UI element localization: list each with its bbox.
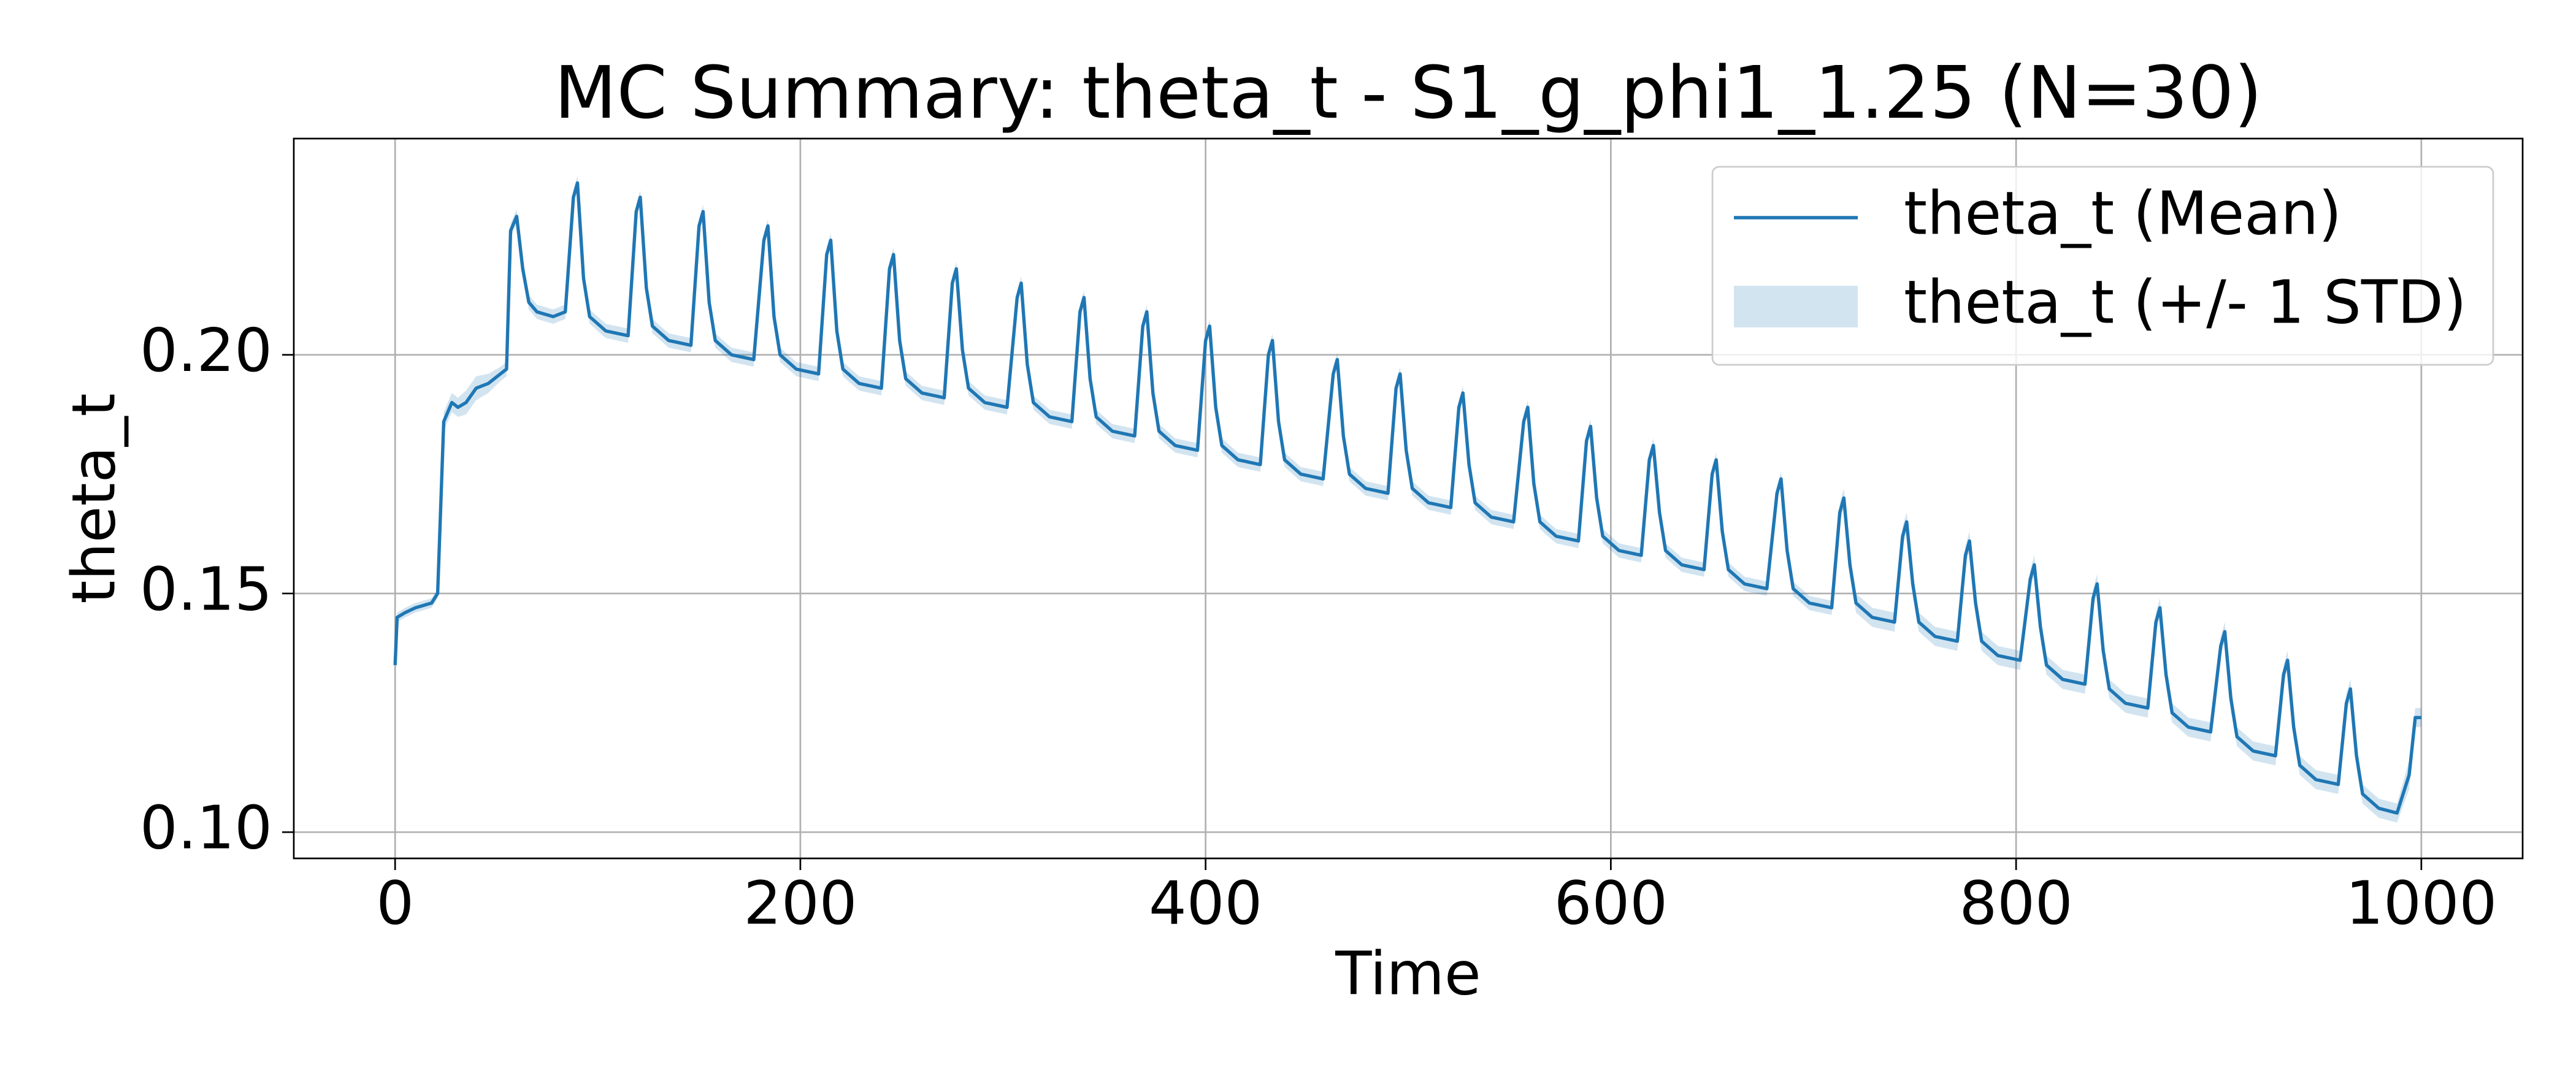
plot-area (393, 175, 2421, 823)
legend: theta_t (Mean) theta_t (+/- 1 STD) (1711, 166, 2494, 366)
x-tick-label: 400 (1149, 868, 1262, 937)
x-tick-label: 0 (376, 868, 414, 937)
x-tick-label: 200 (743, 868, 857, 937)
legend-frame (1711, 166, 2494, 366)
y-axis-label: theta_t (59, 393, 128, 603)
x-tick-label: 600 (1554, 868, 1668, 937)
x-tick-label: 800 (1960, 868, 2073, 937)
chart-title: MC Summary: theta_t - S1_g_phi1_1.25 (N=… (554, 50, 2263, 135)
y-tick-label: 0.10 (140, 793, 272, 863)
x-axis-label: Time (1335, 939, 1481, 1008)
legend-label: theta_t (+/- 1 STD) (1904, 267, 2467, 337)
legend-band-swatch (1734, 286, 1858, 327)
mean-line (393, 181, 2421, 815)
y-tick-label: 0.15 (140, 554, 272, 624)
y-tick-label: 0.20 (140, 316, 272, 385)
legend-label: theta_t (Mean) (1904, 178, 2342, 248)
axes-frame (293, 137, 2524, 860)
x-tick-label: 1000 (2345, 868, 2497, 937)
